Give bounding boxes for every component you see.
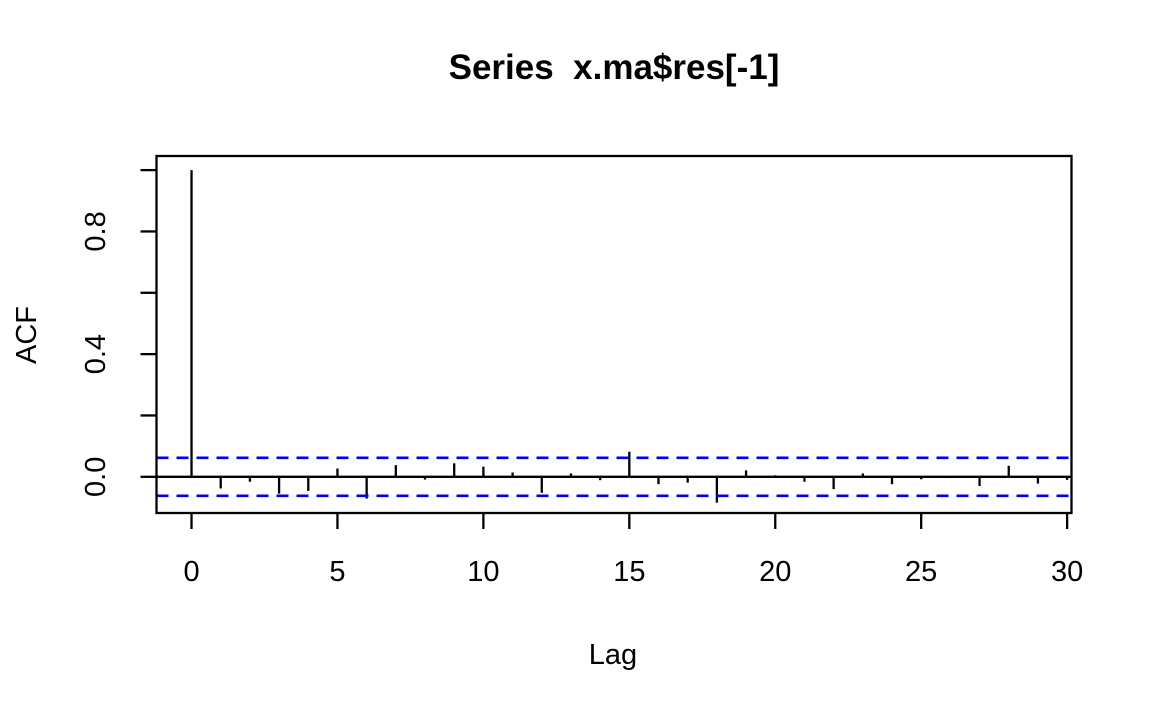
x-tick-label: 25 bbox=[905, 556, 937, 588]
x-tick-label: 5 bbox=[329, 556, 345, 588]
x-tick-label: 10 bbox=[467, 556, 499, 588]
x-tick-label: 15 bbox=[613, 556, 645, 588]
x-axis-label: Lag bbox=[589, 639, 637, 671]
y-axis-label: ACF bbox=[11, 306, 43, 364]
plot-box bbox=[155, 154, 1073, 515]
y-tick-label: 0.8 bbox=[80, 211, 112, 251]
x-tick-label: 0 bbox=[183, 556, 199, 588]
chart-title: Series x.ma$res[-1] bbox=[449, 48, 780, 87]
y-tick-label: 0.0 bbox=[80, 457, 112, 497]
plot-area: 0 5 10 15 20 25 30 0.0 0.4 0.8 bbox=[80, 154, 1083, 588]
y-tick-label: 0.4 bbox=[80, 334, 112, 374]
x-tick-label: 30 bbox=[1051, 556, 1083, 588]
x-tick-label: 20 bbox=[759, 556, 791, 588]
